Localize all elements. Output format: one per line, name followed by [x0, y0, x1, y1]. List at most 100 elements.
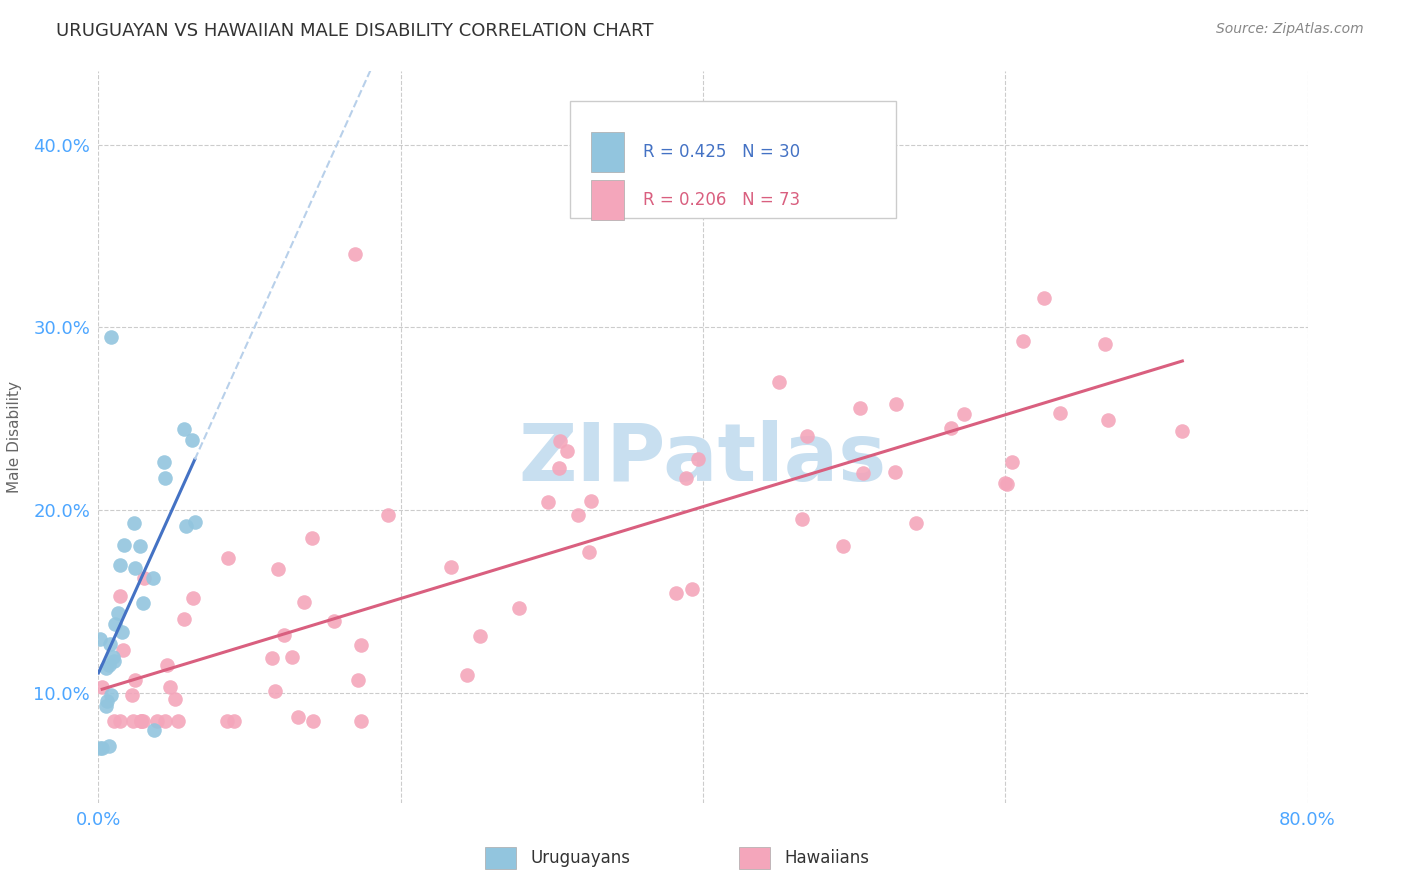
Point: [1094, 337, 1116, 351]
Point: [281, 649, 304, 664]
Text: URUGUAYAN VS HAWAIIAN MALE DISABILITY CORRELATION CHART: URUGUAYAN VS HAWAIIAN MALE DISABILITY CO…: [56, 22, 654, 40]
Point: [94, 661, 117, 675]
Point: [681, 582, 703, 596]
Point: [579, 494, 602, 508]
Text: ZIPatlas: ZIPatlas: [519, 420, 887, 498]
Point: [1012, 334, 1035, 348]
Point: [852, 466, 875, 480]
Point: [215, 714, 238, 728]
Point: [104, 616, 127, 631]
Point: [224, 714, 246, 728]
Point: [180, 433, 202, 447]
Point: [122, 516, 145, 530]
Point: [112, 538, 135, 552]
Point: [173, 422, 195, 436]
Point: [994, 475, 1017, 490]
Point: [344, 247, 367, 261]
Point: [768, 375, 790, 389]
Point: [167, 714, 190, 728]
Text: Uruguayans: Uruguayans: [530, 848, 630, 867]
Point: [103, 650, 125, 665]
Point: [124, 561, 146, 575]
Point: [470, 629, 492, 643]
Point: [142, 571, 165, 585]
Point: [302, 714, 325, 728]
Point: [108, 558, 131, 573]
Bar: [591, 132, 624, 172]
Point: [184, 515, 207, 529]
Point: [131, 714, 153, 728]
Point: [181, 591, 204, 605]
Point: [129, 539, 152, 553]
Point: [848, 401, 870, 416]
Point: [143, 723, 166, 737]
Point: [1171, 424, 1194, 438]
Point: [132, 571, 155, 585]
Point: [555, 443, 578, 458]
Point: [111, 625, 134, 640]
Point: [103, 714, 125, 728]
Text: R = 0.206   N = 73: R = 0.206 N = 73: [643, 191, 800, 209]
Point: [548, 434, 571, 449]
Point: [103, 654, 125, 668]
Bar: [740, 847, 769, 869]
Point: [1033, 292, 1056, 306]
Point: [263, 684, 285, 698]
Y-axis label: Male Disability: Male Disability: [7, 381, 22, 493]
Point: [89, 740, 111, 755]
Point: [456, 668, 478, 682]
Point: [884, 397, 907, 411]
Point: [217, 551, 239, 566]
Bar: [485, 847, 516, 869]
Point: [100, 329, 122, 343]
Text: Hawaiians: Hawaiians: [785, 848, 869, 867]
Point: [675, 471, 697, 485]
Point: [159, 680, 181, 694]
Point: [122, 714, 145, 728]
Point: [997, 476, 1019, 491]
Point: [153, 470, 176, 484]
Point: [665, 586, 688, 600]
Point: [173, 612, 195, 626]
Point: [688, 451, 710, 466]
Point: [832, 539, 855, 553]
Point: [301, 531, 323, 545]
Bar: [591, 179, 624, 219]
Point: [350, 638, 373, 652]
Point: [132, 714, 155, 728]
Point: [1001, 455, 1024, 469]
Point: [884, 466, 907, 480]
Point: [97, 739, 120, 754]
Point: [91, 681, 114, 695]
Point: [567, 508, 589, 522]
Point: [322, 614, 344, 628]
Point: [273, 628, 295, 642]
Point: [439, 560, 461, 574]
Point: [266, 562, 288, 576]
Point: [790, 512, 813, 526]
FancyBboxPatch shape: [569, 101, 897, 218]
Point: [145, 714, 167, 728]
Point: [152, 455, 174, 469]
Point: [94, 699, 117, 714]
Text: R = 0.425   N = 30: R = 0.425 N = 30: [643, 144, 800, 161]
Point: [941, 421, 963, 435]
Point: [163, 692, 186, 706]
Point: [107, 606, 129, 620]
Point: [796, 429, 818, 443]
Point: [377, 508, 399, 522]
Point: [547, 461, 569, 475]
Point: [508, 601, 530, 615]
Point: [156, 657, 179, 672]
Point: [89, 632, 111, 647]
Point: [108, 714, 131, 728]
Point: [537, 495, 560, 509]
Point: [260, 651, 283, 665]
Point: [953, 407, 976, 421]
Point: [111, 643, 134, 657]
Point: [98, 658, 121, 673]
Point: [91, 740, 114, 755]
Text: Source: ZipAtlas.com: Source: ZipAtlas.com: [1216, 22, 1364, 37]
Point: [131, 714, 153, 728]
Point: [100, 688, 122, 702]
